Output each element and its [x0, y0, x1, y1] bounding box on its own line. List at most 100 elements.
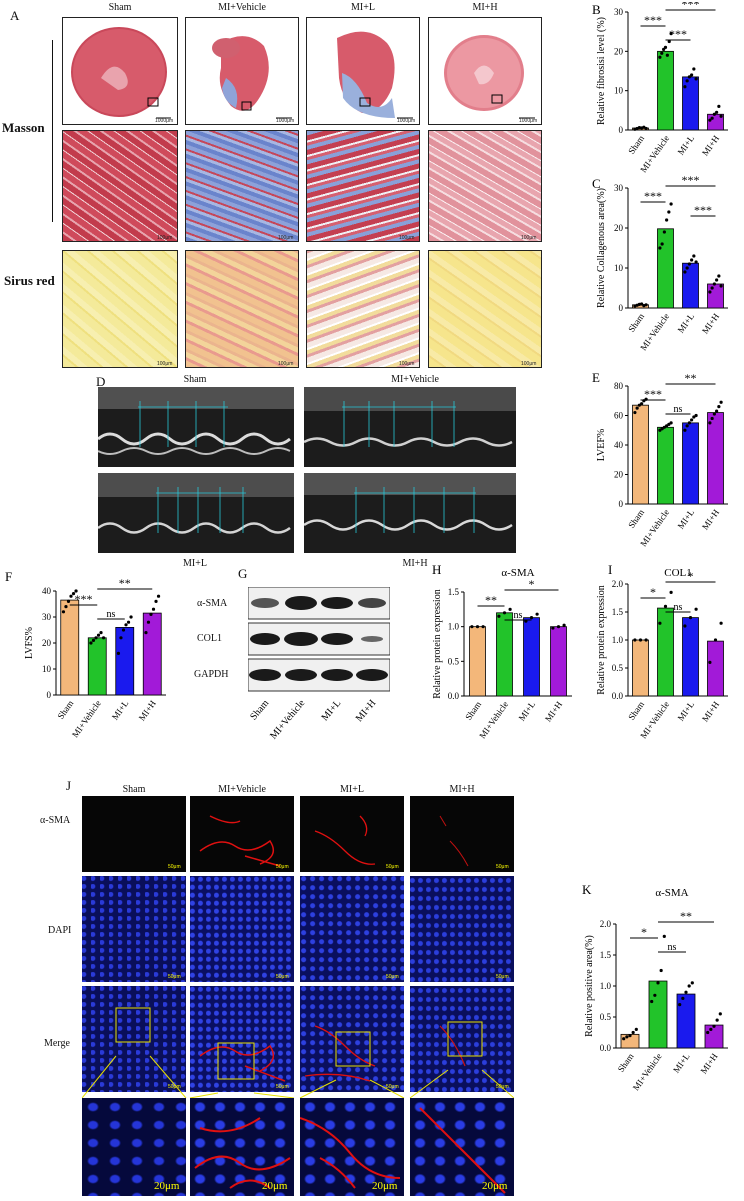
chart-h-point [470, 625, 474, 629]
chart-i-category-high: MI+H [700, 699, 721, 724]
chart-k-point [715, 1018, 719, 1022]
chart-e-ytick-label: 60 [614, 411, 624, 421]
chart-h-ytick-label: 1.5 [448, 587, 460, 597]
chart-c-point [717, 274, 721, 278]
if-zoom-low: 20μm [300, 1098, 404, 1196]
chart-f-point [151, 607, 156, 611]
chart-c-bar-vehicle [657, 228, 674, 309]
western-blot [248, 587, 390, 692]
chart-i-point [683, 624, 687, 628]
chart-b-ytick-label: 0 [619, 125, 624, 135]
chart-c-bar-high [707, 283, 724, 309]
chart-b-ytick-label: 20 [614, 46, 624, 56]
chart-i-point [658, 621, 662, 625]
chart-f-point [146, 620, 151, 624]
chart-c-point [712, 282, 716, 286]
if-dapi-sham: 50μm [82, 876, 186, 982]
chart-h-bar-high [550, 626, 567, 697]
chart-e-ytick-label: 20 [614, 470, 624, 480]
chart-b-point [692, 67, 696, 71]
sirus-red-sham: 100μm [62, 250, 178, 368]
chart-e-point [690, 418, 694, 422]
chart-f-bar-low [115, 627, 135, 696]
chart-b-bar-vehicle [657, 50, 674, 131]
if-merge-vehicle: 50μm [190, 986, 294, 1092]
chart-b-ytick-label: 30 [614, 7, 624, 17]
chart-f-point [124, 623, 128, 627]
chart-f-point [116, 651, 121, 655]
chart-f-point [121, 628, 126, 632]
if-row-asma: α-SMA [40, 815, 71, 826]
chart-c-point [683, 270, 687, 274]
scale-sirus-high: 100μm [521, 361, 537, 367]
echo-title-low: MI+L [183, 558, 207, 569]
echo-image-vehicle [304, 387, 516, 467]
if-merge-high: 50μm [410, 986, 514, 1092]
chart-b-sig-label: *** [669, 27, 687, 41]
chart-e-bar-sham [632, 404, 649, 505]
chart-f-point [99, 631, 103, 635]
masson-whole-high: 1000μm [428, 17, 542, 125]
chart-h-point [481, 625, 485, 629]
chart-f-point [91, 638, 96, 642]
chart-b-ytick-label: 10 [614, 86, 624, 96]
row-label-sirus-red: Sirus red [4, 273, 55, 288]
chart-f-category-sham: Sham [55, 698, 75, 721]
chart-c-point [687, 262, 691, 266]
chart-h-label: H [432, 562, 441, 577]
chart-c-label: C [592, 176, 601, 191]
if-scale-zoom-sham: 20μm [154, 1180, 180, 1192]
chart-i-point [633, 638, 637, 642]
chart-i-bar-sham [632, 639, 649, 697]
scale-whole-high: 1000μm [519, 118, 538, 124]
chart-k-label: K [582, 882, 592, 897]
chart-f-point [101, 636, 106, 640]
if-col-low: MI+L [340, 784, 364, 795]
if-scale-dapi-sham: 50μm [168, 974, 181, 980]
scale-masson-vehicle: 100μm [278, 235, 294, 241]
chart-k-point [653, 993, 657, 997]
if-scale-asma-high: 50μm [496, 864, 509, 870]
sirus-red-high: 100μm [428, 250, 542, 368]
chart-k-category-sham: Sham [616, 1051, 636, 1074]
if-zoom-high: 20μm [410, 1098, 514, 1196]
row-label-masson: Masson [2, 120, 45, 135]
chart-c-ytick-label: 10 [614, 263, 624, 273]
if-col-vehicle: MI+Vehicle [218, 784, 266, 795]
chart-i: I COL1 0.0 0.5 1.0 1.5 2.0 Relative protein exp… [596, 562, 728, 740]
chart-k-point [709, 1027, 713, 1031]
if-dapi-vehicle: 50μm [190, 876, 294, 982]
chart-e-point [710, 416, 714, 421]
chart-i-point [638, 638, 643, 642]
if-asma-high: 50μm [410, 796, 514, 872]
panel-g-label: G [238, 566, 248, 581]
masson-zoom-high: 100μm [428, 130, 542, 242]
chart-i-point [688, 616, 693, 620]
chart-e-sig-label: ns [674, 404, 683, 415]
chart-c-category-sham: Sham [626, 311, 646, 334]
chart-f-point [129, 615, 133, 619]
chart-k-point [712, 1024, 716, 1028]
chart-b-sig-label: *** [682, 2, 700, 11]
chart-f-sig-label: ns [107, 609, 116, 620]
blot-lane-labels: Sham MI+Vehicle MI+L MI+H [248, 697, 378, 741]
chart-k-point [687, 984, 691, 988]
chart-k-bar-vehicle [648, 980, 668, 1049]
chart-h-point [497, 614, 501, 618]
if-scale-zoom-high: 20μm [482, 1180, 508, 1192]
chart-e-point [708, 421, 712, 425]
if-scale-asma-low: 50μm [386, 864, 399, 870]
scale-sirus-sham: 100μm [157, 361, 173, 367]
if-scale-dapi-high: 50μm [496, 974, 509, 980]
panel-a-label: A [10, 8, 20, 23]
chart-b-bar-low [682, 76, 699, 131]
chart-b-point [717, 104, 721, 108]
chart-k-ytick-label: 2.0 [600, 919, 612, 929]
if-row-dapi: DAPI [48, 925, 72, 936]
chart-i-point [708, 660, 712, 664]
scale-sirus-low: 100μm [399, 361, 415, 367]
chart-c-bar-low [682, 262, 699, 309]
chart-f-category-low: MI+L [110, 698, 131, 721]
chart-b-point [719, 114, 723, 118]
